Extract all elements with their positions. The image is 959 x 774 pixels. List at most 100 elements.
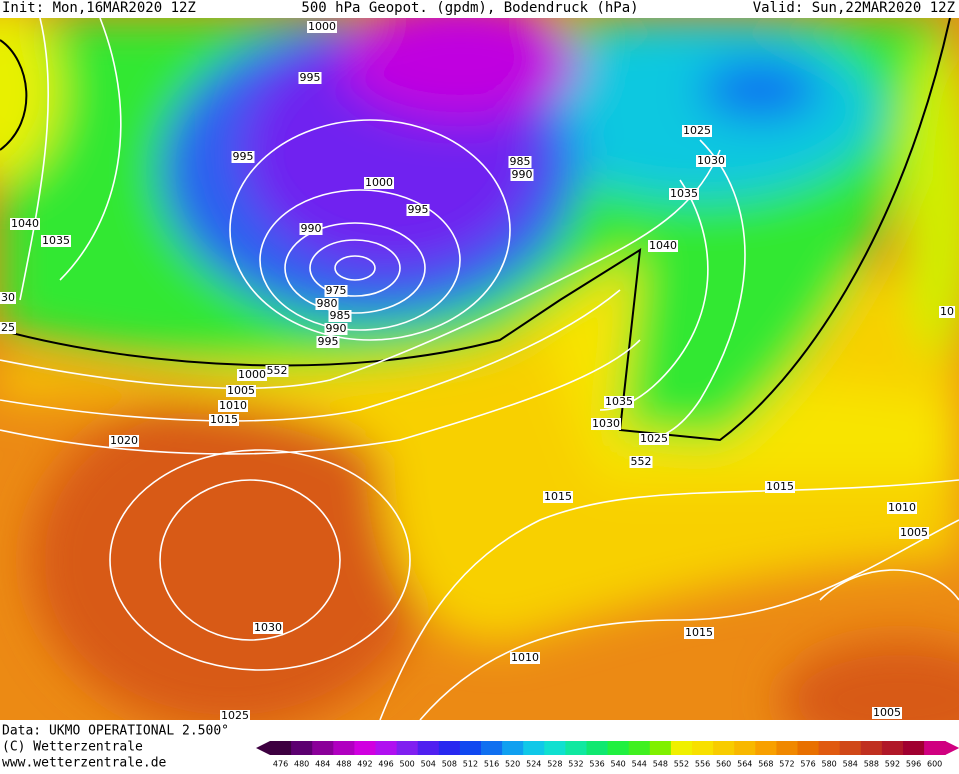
scale-swatch — [881, 741, 904, 755]
scale-swatch — [839, 741, 862, 755]
scale-label: 504 — [421, 760, 436, 769]
isobar-label: 1015 — [685, 626, 713, 639]
label-box — [887, 502, 917, 514]
isobar-label: 1010 — [219, 399, 247, 412]
label-box — [298, 72, 322, 84]
label-box — [364, 177, 394, 189]
isobar-label: 1015 — [544, 490, 572, 503]
label-box — [684, 627, 714, 639]
scale-swatch — [924, 741, 946, 755]
scale-swatch — [312, 741, 334, 755]
isobar-label: 1040 — [649, 239, 677, 252]
scale-label: 600 — [927, 760, 942, 769]
isobar-label: 995 — [300, 71, 321, 84]
map-title: 500 hPa Geopot. (gpdm), Bodendruck (hPa) — [301, 0, 638, 16]
isobar-label: 1020 — [110, 434, 138, 447]
scale-label: 540 — [611, 760, 626, 769]
isobar-label: 1005 — [900, 526, 928, 539]
scale-label: 560 — [716, 760, 731, 769]
scale-swatch — [565, 741, 587, 755]
scale-swatch — [607, 741, 630, 755]
scale-swatch — [396, 741, 419, 755]
scale-swatch — [628, 741, 651, 755]
label-box — [265, 365, 289, 377]
isobar-label: 1010 — [511, 651, 539, 664]
scale-label: 508 — [442, 760, 457, 769]
scale-swatch — [860, 741, 883, 755]
scale-label: 524 — [526, 760, 541, 769]
label-box — [209, 414, 239, 426]
isobar-label: 1025 — [221, 709, 249, 722]
scale-label: 556 — [695, 760, 710, 769]
isobar-label: 990 — [301, 222, 322, 235]
scale-label: 536 — [589, 760, 604, 769]
label-box — [406, 204, 430, 216]
isobar-label: 1030 — [592, 417, 620, 430]
scale-swatch — [481, 741, 503, 755]
scale-swatch — [417, 741, 440, 755]
scale-label: 596 — [906, 760, 921, 769]
label-box — [604, 396, 634, 408]
scale-swatch — [375, 741, 398, 755]
label-box — [0, 322, 16, 334]
scale-label: 552 — [674, 760, 689, 769]
isobar-label: 25 — [1, 321, 15, 334]
label-box — [591, 418, 621, 430]
copyright: (C) Wetterzentrale — [2, 740, 143, 755]
label-box — [682, 125, 712, 137]
isobar-label: 1030 — [254, 621, 282, 634]
scale-arrow-left — [256, 741, 270, 755]
scale-label: 576 — [800, 760, 815, 769]
isobar-label: 1025 — [640, 432, 668, 445]
label-box — [299, 223, 323, 235]
isobar-label: 1025 — [683, 124, 711, 137]
label-box — [41, 235, 71, 247]
scale-label: 488 — [336, 760, 351, 769]
scale-label: 476 — [273, 760, 288, 769]
label-box — [543, 491, 573, 503]
isobar-label: 990 — [326, 322, 347, 335]
label-box — [226, 385, 256, 397]
scale-swatch — [734, 741, 756, 755]
scale-arrow-right — [945, 741, 959, 755]
scale-swatch — [776, 741, 798, 755]
scale-label: 492 — [357, 760, 372, 769]
scale-label: 532 — [568, 760, 583, 769]
scale-swatch — [502, 741, 524, 755]
scale-label: 580 — [822, 760, 837, 769]
label-box — [939, 306, 955, 318]
isobar-label: 985 — [510, 155, 531, 168]
label-box — [669, 188, 699, 200]
scale-swatch — [586, 741, 609, 755]
label-box — [648, 240, 678, 252]
scale-label: 484 — [315, 760, 330, 769]
isobar-label: 552 — [631, 455, 652, 468]
valid-time: Valid: Sun,22MAR2020 12Z — [753, 0, 955, 16]
scale-swatch — [649, 741, 672, 755]
scale-label: 512 — [463, 760, 478, 769]
label-box — [0, 292, 16, 304]
scale-swatch — [713, 741, 735, 755]
isobar-label: 1035 — [605, 395, 633, 408]
scale-swatch — [438, 741, 461, 755]
isobar-label: 995 — [408, 203, 429, 216]
scale-label: 564 — [737, 760, 752, 769]
isobar-label: 980 — [317, 297, 338, 310]
isobar-label: 1000 — [365, 176, 393, 189]
scale-swatch — [903, 741, 925, 755]
scale-swatch — [270, 741, 292, 755]
init-time: Init: Mon,16MAR2020 12Z — [2, 0, 196, 16]
label-box — [10, 218, 40, 230]
scale-swatch — [459, 741, 482, 755]
isobar-label: 1005 — [873, 706, 901, 719]
scale-label: 572 — [779, 760, 794, 769]
label-box — [218, 400, 248, 412]
isobar-label: 1040 — [11, 217, 39, 230]
label-box — [872, 707, 902, 719]
scale-label: 584 — [843, 760, 858, 769]
scale-swatch — [755, 741, 777, 755]
label-box — [629, 456, 653, 468]
isobar-label: 1005 — [227, 384, 255, 397]
